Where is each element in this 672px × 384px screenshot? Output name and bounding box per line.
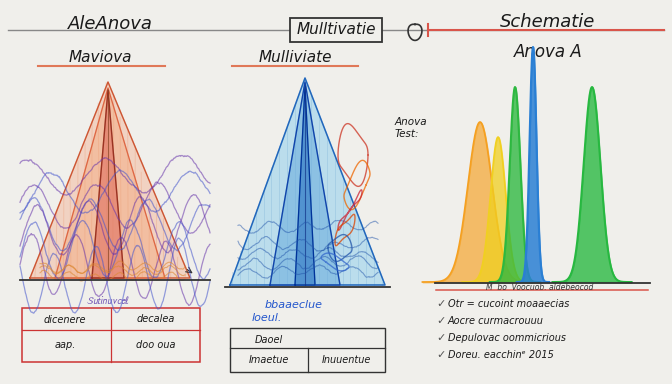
Text: M  bo  Voocuob. aldebeocod: M bo Voocuob. aldebeocod — [487, 283, 593, 293]
Text: Daoel: Daoel — [255, 335, 283, 345]
Text: Anova A: Anova A — [513, 43, 583, 61]
Text: Anova
Test:: Anova Test: — [395, 117, 427, 139]
Polygon shape — [270, 82, 340, 285]
Text: Otr = cucoint moaaecias: Otr = cucoint moaaecias — [448, 299, 569, 309]
Text: Schematie: Schematie — [501, 13, 595, 31]
Text: ✓: ✓ — [436, 333, 446, 343]
Polygon shape — [295, 86, 315, 285]
Polygon shape — [30, 82, 190, 278]
Text: bbaaeclue: bbaaeclue — [265, 300, 323, 310]
Text: Mulliviate: Mulliviate — [258, 51, 332, 66]
Text: ✓: ✓ — [436, 316, 446, 326]
Polygon shape — [55, 88, 165, 278]
Text: ✓: ✓ — [436, 299, 446, 309]
Text: dicenere: dicenere — [44, 315, 86, 325]
Text: ✓: ✓ — [436, 350, 446, 360]
Text: Maviova: Maviova — [69, 51, 132, 66]
Polygon shape — [92, 90, 124, 278]
Text: doo oua: doo oua — [136, 340, 176, 350]
Text: Mulltivatie: Mulltivatie — [296, 23, 376, 38]
Text: Aocre curmacrouuu: Aocre curmacrouuu — [448, 316, 544, 326]
Text: aap.: aap. — [54, 340, 76, 350]
Text: AleAnova: AleAnova — [68, 15, 153, 33]
FancyBboxPatch shape — [290, 18, 382, 42]
Text: decalea: decalea — [137, 314, 175, 324]
Text: Depulovac oommicrious: Depulovac oommicrious — [448, 333, 566, 343]
Text: loeul.: loeul. — [252, 313, 282, 323]
Text: Inuuentue: Inuuentue — [322, 355, 371, 365]
Polygon shape — [230, 78, 385, 285]
Text: Imaetue: Imaetue — [249, 355, 289, 365]
Text: Doreu. eacchinᵉ 2015: Doreu. eacchinᵉ 2015 — [448, 350, 554, 360]
Text: $\mathcal{Sutinuvce}\ell$: $\mathcal{Sutinuvce}\ell$ — [86, 295, 130, 306]
